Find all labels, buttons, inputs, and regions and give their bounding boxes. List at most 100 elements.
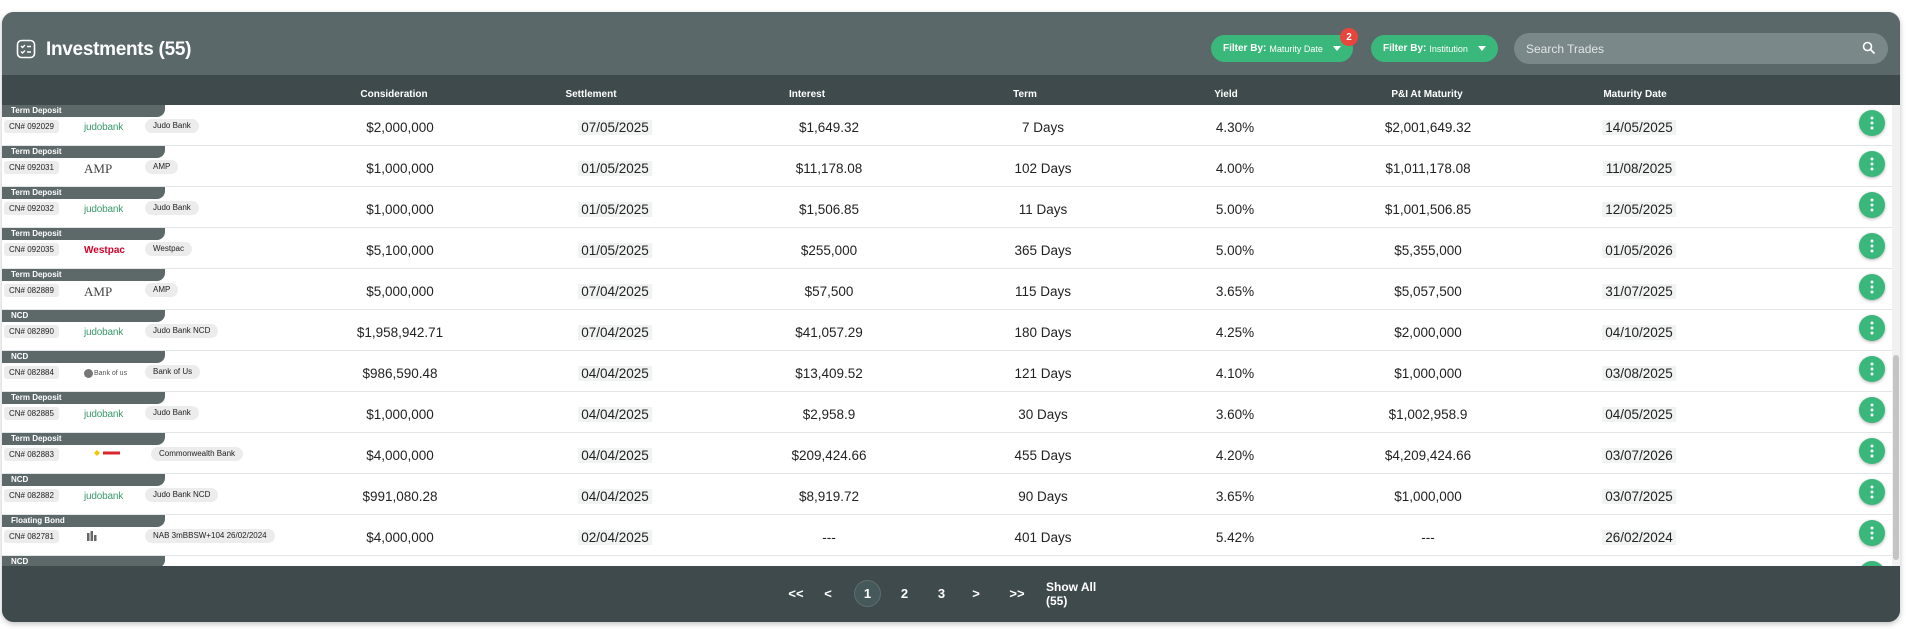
col-consideration[interactable]: Consideration bbox=[360, 89, 428, 100]
col-yield[interactable]: Yield bbox=[1214, 89, 1238, 100]
cell-consideration: $5,000,000 bbox=[366, 284, 434, 299]
amp-logo: AMP bbox=[84, 284, 113, 299]
filter-maturity-label: Filter By: bbox=[1223, 43, 1267, 54]
table-row[interactable]: Floating Bond CN# 082781 NAB 3mBBSW+104 26… bbox=[2, 515, 1892, 556]
scrollbar-thumb[interactable] bbox=[1893, 355, 1899, 560]
col-interest[interactable]: Interest bbox=[788, 89, 826, 100]
more-vertical-icon bbox=[1870, 485, 1874, 499]
cell-term: 11 Days bbox=[1018, 202, 1068, 217]
cell-term: 180 Days bbox=[1014, 325, 1072, 340]
row-actions-button[interactable] bbox=[1859, 479, 1885, 505]
judobank-logo: judobank bbox=[84, 491, 123, 502]
panel-header: Investments (55) Filter By: Maturity Dat… bbox=[2, 12, 1900, 75]
row-actions-button[interactable] bbox=[1859, 561, 1885, 566]
contract-number: CN# 092031 bbox=[4, 161, 59, 174]
cell-yield: 4.30% bbox=[1215, 120, 1255, 135]
filter-institution-button[interactable]: Filter By: Institution bbox=[1371, 35, 1498, 62]
commonwealth-bank-logo-icon bbox=[92, 448, 122, 463]
first-page-button[interactable]: << bbox=[788, 586, 804, 601]
col-pi-at-maturity[interactable]: P&I At Maturity bbox=[1391, 89, 1463, 100]
cell-settlement: 04/04/2025 bbox=[578, 366, 652, 381]
table-row[interactable]: Term Deposit CN# 092035 Westpac Westpac $5,1… bbox=[2, 228, 1892, 269]
row-actions-button[interactable] bbox=[1859, 192, 1885, 218]
contract-number: CN# 082883 bbox=[4, 448, 59, 461]
table-row[interactable]: Term Deposit CN# 092029 judobank Judo Bank $… bbox=[2, 105, 1892, 146]
cell-interest: $255,000 bbox=[800, 243, 858, 258]
caret-down-icon bbox=[1477, 46, 1486, 51]
show-all-button[interactable]: Show All (55) bbox=[1046, 579, 1097, 608]
cell-pi: $4,209,424.66 bbox=[1384, 448, 1472, 463]
cell-interest: $209,424.66 bbox=[791, 448, 867, 463]
cell-pi: $1,000,000 bbox=[1394, 489, 1462, 504]
judobank-logo: judobank bbox=[84, 409, 123, 420]
cell-pi: $5,355,000 bbox=[1394, 243, 1462, 258]
cell-settlement: 07/04/2025 bbox=[578, 325, 652, 340]
cell-settlement: 07/04/2025 bbox=[578, 284, 652, 299]
row-actions-button[interactable] bbox=[1859, 520, 1885, 546]
trade-type-tab: NCD bbox=[2, 556, 165, 566]
cell-maturity: 04/10/2025 bbox=[1602, 325, 1676, 340]
prev-page-button[interactable]: < bbox=[824, 586, 832, 601]
scrollbar[interactable] bbox=[1892, 105, 1900, 566]
table-row[interactable]: NCD CN# 082882 judobank Judo Bank NCD $991,0… bbox=[2, 474, 1892, 515]
row-actions-button[interactable] bbox=[1859, 233, 1885, 259]
cell-interest: $13,409.52 bbox=[795, 366, 863, 381]
cell-consideration: $1,000,000 bbox=[366, 407, 434, 422]
cell-term: 455 Days bbox=[1014, 448, 1072, 463]
table-row[interactable]: Term Deposit CN# 092031 AMP AMP $1,000,000 01… bbox=[2, 146, 1892, 187]
cell-settlement: 01/05/2025 bbox=[578, 243, 652, 258]
cell-pi: --- bbox=[1421, 530, 1435, 545]
filter-maturity-button[interactable]: Filter By: Maturity Date bbox=[1211, 35, 1353, 62]
page-title: Investments (55) bbox=[46, 39, 192, 60]
table-row[interactable]: Term Deposit CN# 082889 AMP AMP $5,000,000 07… bbox=[2, 269, 1892, 310]
col-maturity-date[interactable]: Maturity Date bbox=[1603, 89, 1667, 100]
table-row[interactable]: NCD bbox=[2, 556, 1892, 566]
last-page-button[interactable]: >> bbox=[1009, 586, 1025, 601]
cell-consideration: $1,000,000 bbox=[366, 202, 434, 217]
more-vertical-icon bbox=[1870, 280, 1874, 294]
trade-type-tab: Term Deposit bbox=[2, 392, 165, 404]
page-button-2[interactable]: 2 bbox=[900, 586, 909, 601]
cell-maturity: 03/07/2026 bbox=[1602, 448, 1676, 463]
trade-type-tab: Term Deposit bbox=[2, 105, 165, 117]
next-page-button[interactable]: > bbox=[972, 586, 980, 601]
cell-consideration: $1,958,942.71 bbox=[356, 325, 444, 340]
page-button-3[interactable]: 3 bbox=[937, 586, 946, 601]
cell-maturity: 26/02/2024 bbox=[1602, 530, 1676, 545]
table-row[interactable]: Term Deposit CN# 092032 judobank Judo Bank $… bbox=[2, 187, 1892, 228]
table-row[interactable]: Term Deposit CN# 082883 Commonwealth Bank $… bbox=[2, 433, 1892, 474]
cell-consideration: $2,000,000 bbox=[366, 120, 434, 135]
col-term[interactable]: Term bbox=[1013, 89, 1037, 100]
row-actions-button[interactable] bbox=[1859, 151, 1885, 177]
contract-number: CN# 082781 bbox=[4, 530, 59, 543]
cell-interest: $8,919.72 bbox=[798, 489, 860, 504]
cell-pi: $1,000,000 bbox=[1394, 366, 1462, 381]
search-input[interactable] bbox=[1514, 33, 1888, 64]
institution-tag: Judo Bank NCD bbox=[145, 324, 219, 338]
cell-term: 30 Days bbox=[1018, 407, 1068, 422]
contract-number: CN# 082885 bbox=[4, 407, 59, 420]
table-row[interactable]: NCD CN# 082890 judobank Judo Bank NCD $1,958… bbox=[2, 310, 1892, 351]
institution-tag: Commonwealth Bank bbox=[151, 447, 244, 461]
page-button-1[interactable]: 1 bbox=[855, 581, 880, 606]
row-actions-button[interactable] bbox=[1859, 397, 1885, 423]
row-actions-button[interactable] bbox=[1859, 274, 1885, 300]
cell-maturity: 14/05/2025 bbox=[1602, 120, 1676, 135]
contract-number: CN# 092035 bbox=[4, 243, 59, 256]
row-actions-button[interactable] bbox=[1859, 315, 1885, 341]
row-actions-button[interactable] bbox=[1859, 110, 1885, 136]
cell-consideration: $1,000,000 bbox=[366, 161, 434, 176]
row-actions-button[interactable] bbox=[1859, 438, 1885, 464]
cell-pi: $2,001,649.32 bbox=[1384, 120, 1472, 135]
row-actions-button[interactable] bbox=[1859, 356, 1885, 382]
table-row[interactable]: Term Deposit CN# 082885 judobank Judo Bank $… bbox=[2, 392, 1892, 433]
col-settlement[interactable]: Settlement bbox=[565, 89, 617, 100]
more-vertical-icon bbox=[1870, 116, 1874, 130]
cell-pi: $5,057,500 bbox=[1394, 284, 1462, 299]
cell-pi: $1,001,506.85 bbox=[1384, 202, 1472, 217]
cell-consideration: $4,000,000 bbox=[366, 530, 434, 545]
search-icon[interactable] bbox=[1862, 41, 1876, 55]
more-vertical-icon bbox=[1870, 157, 1874, 171]
table-row[interactable]: NCD CN# 082884 Bank of us Bank of Us $986,59… bbox=[2, 351, 1892, 392]
cell-term: 121 Days bbox=[1014, 366, 1072, 381]
